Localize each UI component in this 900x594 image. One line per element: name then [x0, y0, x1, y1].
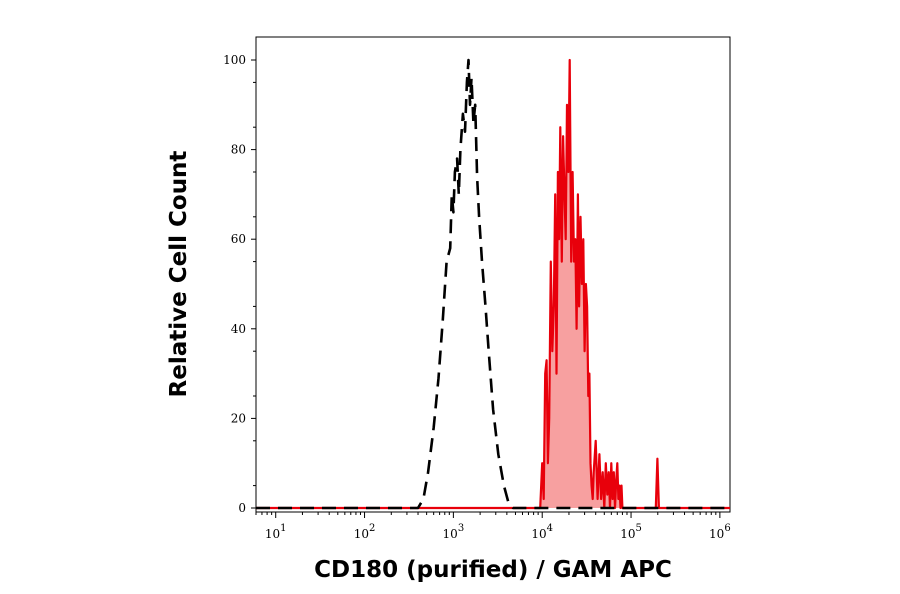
series-layer [256, 58, 730, 510]
x-tick-label: 106 [709, 523, 731, 541]
y-tick-label: 60 [231, 232, 246, 246]
series-fill-area [256, 60, 730, 508]
y-axis: 0 20 40 60 80 100 [223, 53, 256, 515]
series-line-filled [256, 58, 730, 510]
x-tick-label: 101 [265, 523, 287, 541]
plot-frame [255, 36, 731, 513]
y-tick-label: 100 [223, 53, 246, 67]
series-line-dashed [256, 58, 730, 510]
y-tick-label: 0 [238, 501, 246, 515]
y-tick-label: 40 [231, 322, 246, 336]
x-tick-label: 103 [443, 523, 465, 541]
x-tick-label: 104 [531, 523, 553, 541]
x-tick-label: 105 [620, 523, 642, 541]
x-axis: 101 102 103 104 105 106 [255, 512, 731, 541]
y-axis-title: Relative Cell Count [166, 151, 192, 398]
x-tick-label: 102 [354, 523, 376, 541]
y-tick-label: 20 [231, 411, 246, 425]
y-tick-label: 80 [231, 143, 246, 157]
x-axis-title: CD180 (purified) / GAM APC [314, 557, 672, 583]
